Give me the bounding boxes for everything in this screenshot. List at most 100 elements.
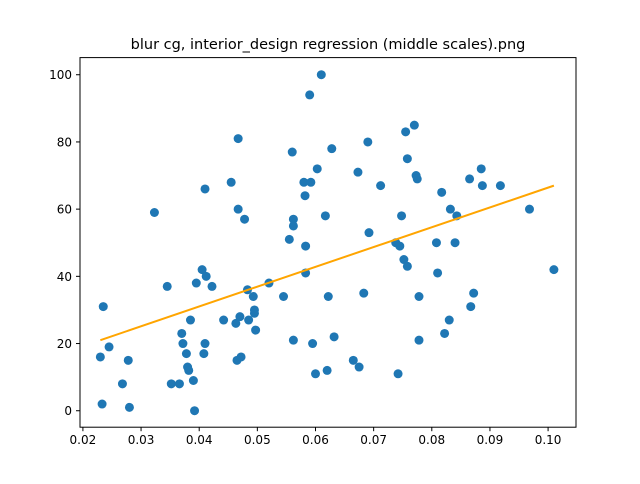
plot-frame <box>79 57 577 428</box>
data-point <box>236 352 246 362</box>
data-point <box>402 154 412 164</box>
data-point <box>409 120 419 130</box>
data-point <box>166 379 176 389</box>
y-tick-label: 40 <box>57 270 72 284</box>
data-point <box>322 365 332 375</box>
data-point <box>320 211 330 221</box>
data-point <box>363 137 373 147</box>
data-point <box>200 184 210 194</box>
data-point <box>354 362 364 372</box>
data-point <box>248 292 258 301</box>
data-point <box>395 241 405 251</box>
data-point <box>95 352 105 362</box>
chart-title: blur cg, interior_design regression (mid… <box>131 37 526 53</box>
data-point <box>124 402 134 412</box>
data-point <box>401 127 411 137</box>
y-tick-label: 20 <box>57 337 72 351</box>
data-point <box>495 181 505 191</box>
data-point <box>284 234 294 244</box>
y-tick-label: 60 <box>57 203 72 217</box>
data-point <box>353 167 363 177</box>
data-point <box>162 281 172 291</box>
data-point <box>414 335 424 345</box>
data-point <box>323 292 333 301</box>
data-point <box>174 379 184 389</box>
data-point <box>231 318 241 328</box>
data-point <box>185 315 195 325</box>
data-point <box>327 144 337 154</box>
data-point <box>305 90 315 100</box>
data-point <box>279 292 289 301</box>
data-point <box>197 265 207 275</box>
y-tick-label: 0 <box>64 404 72 418</box>
data-point <box>207 281 217 291</box>
x-tick-label: 0.04 <box>186 433 213 447</box>
x-tick-label: 0.08 <box>418 433 445 447</box>
data-point <box>200 339 210 349</box>
x-tick-label: 0.06 <box>302 433 329 447</box>
data-point <box>104 342 114 352</box>
data-point <box>301 241 311 251</box>
data-point <box>437 187 447 197</box>
data-point <box>188 376 198 385</box>
data-point <box>233 204 243 214</box>
x-tick-label: 0.07 <box>360 433 387 447</box>
regression-line-layer <box>100 184 555 342</box>
x-tick-label: 0.05 <box>244 433 271 447</box>
data-point <box>440 328 450 338</box>
data-point <box>431 238 441 248</box>
data-point <box>450 238 460 248</box>
data-point <box>117 379 127 389</box>
data-point <box>244 315 254 325</box>
data-point <box>191 278 201 288</box>
data-point <box>308 339 318 349</box>
data-point <box>466 302 476 312</box>
data-point <box>393 369 403 379</box>
data-point <box>288 214 298 224</box>
x-tick-label: 0.10 <box>535 433 562 447</box>
y-tick-label: 100 <box>49 68 72 82</box>
data-point <box>177 328 187 338</box>
x-tick-label: 0.09 <box>477 433 504 447</box>
data-point <box>288 335 298 345</box>
data-point <box>469 288 479 298</box>
data-point <box>219 315 229 325</box>
data-point <box>433 268 443 278</box>
data-point <box>465 174 475 184</box>
data-point <box>199 349 209 359</box>
data-point <box>402 261 412 271</box>
data-point <box>98 302 108 312</box>
data-point <box>477 181 487 191</box>
y-tick-label: 80 <box>57 135 72 149</box>
x-tick-label: 0.03 <box>128 433 155 447</box>
data-point <box>226 177 236 187</box>
data-point <box>300 191 310 201</box>
data-point <box>311 369 320 379</box>
data-point <box>412 174 422 184</box>
data-point <box>233 134 243 144</box>
regression-line <box>100 184 555 342</box>
data-point <box>178 339 188 349</box>
data-point <box>524 204 534 214</box>
data-point <box>414 292 424 301</box>
data-point <box>184 365 194 375</box>
data-point <box>123 355 133 365</box>
axes: 0.02 0.03 0.04 0.05 0.06 0.07 0.08 0.09 0.10 0 20 4… <box>49 57 577 447</box>
data-point <box>240 214 250 224</box>
data-point <box>287 147 297 157</box>
data-point <box>364 228 374 238</box>
data-point <box>97 399 107 409</box>
data-point <box>288 221 298 231</box>
data-point <box>190 406 200 416</box>
data-points <box>95 70 559 416</box>
data-point <box>397 211 407 221</box>
data-point <box>348 355 358 365</box>
data-point <box>235 312 245 322</box>
data-point <box>359 288 369 298</box>
data-point <box>445 204 455 214</box>
data-point <box>181 349 191 359</box>
data-point <box>549 265 559 275</box>
x-tick-label: 0.02 <box>70 433 97 447</box>
